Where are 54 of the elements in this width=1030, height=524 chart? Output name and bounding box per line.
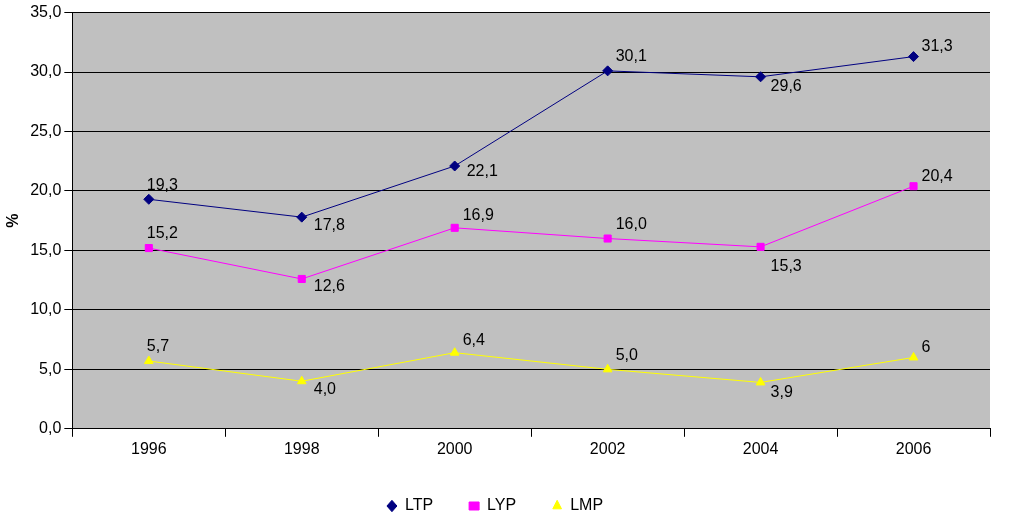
point — [144, 244, 153, 253]
data-label: 29,6 — [770, 77, 802, 95]
point — [755, 71, 767, 83]
data-label: 4,0 — [313, 379, 337, 397]
data-label: 6,4 — [462, 331, 486, 349]
point — [908, 51, 920, 63]
y-tick-label: 15,0 — [30, 240, 62, 258]
point — [909, 182, 918, 191]
data-label: 5,0 — [615, 345, 638, 363]
point — [297, 274, 306, 283]
point — [143, 355, 154, 365]
point — [296, 375, 307, 385]
x-tick-label: 1996 — [131, 439, 167, 457]
y-tick-label: 25,0 — [30, 121, 62, 139]
point — [603, 234, 612, 243]
data-label: 5,7 — [146, 337, 170, 355]
x-tick-label: 2006 — [895, 439, 932, 457]
y-tick-label: 35,0 — [30, 3, 62, 21]
point — [908, 351, 919, 361]
data-label: 31,3 — [921, 37, 953, 54]
y-tick-label: 30,0 — [30, 62, 62, 80]
x-tick-label: 1998 — [283, 439, 320, 457]
legend-label: LMP — [570, 496, 604, 514]
point — [755, 376, 766, 386]
data-label: 16,0 — [615, 214, 647, 232]
y-tick-label: 10,0 — [30, 300, 62, 318]
data-label: 3,9 — [770, 382, 793, 400]
x-tick-label: 2004 — [742, 439, 779, 457]
y-tick-label: 5,0 — [39, 359, 62, 377]
data-label: 15,3 — [770, 257, 802, 275]
data-label: 19,3 — [146, 175, 179, 193]
point — [296, 211, 308, 223]
x-tick-label: 2000 — [436, 439, 473, 457]
y-axis-title: % — [4, 213, 22, 228]
data-label: 16,9 — [462, 206, 494, 224]
x-tick-label: 2002 — [589, 439, 626, 457]
point — [756, 242, 765, 251]
point — [449, 160, 461, 172]
data-label: 6 — [921, 337, 931, 355]
y-tick-label: 0,0 — [39, 419, 62, 437]
point — [143, 193, 155, 205]
legend-label: LTP — [404, 496, 434, 514]
point — [602, 363, 613, 373]
data-label: 22,1 — [466, 162, 498, 180]
data-label: 20,4 — [921, 166, 953, 184]
point — [449, 347, 460, 356]
point — [602, 65, 614, 77]
data-label: 12,6 — [313, 277, 345, 295]
legend-label: LYP — [487, 496, 517, 514]
data-label: 30,1 — [615, 47, 647, 65]
data-label: 17,8 — [313, 215, 345, 233]
data-label: 15,2 — [146, 224, 179, 242]
point — [450, 223, 459, 232]
y-tick-label: 20,0 — [30, 181, 62, 199]
